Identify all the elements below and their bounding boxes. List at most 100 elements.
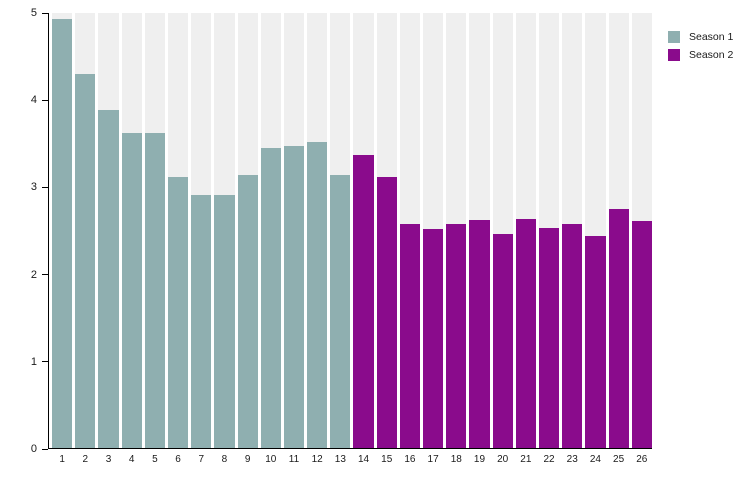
x-tick-label-24: 24 (589, 454, 601, 465)
bar-track-2: 2 (75, 13, 96, 465)
bar-episode-13 (330, 174, 351, 448)
x-tick-label-26: 26 (636, 454, 648, 465)
x-tick-label-15: 15 (381, 454, 393, 465)
x-tick-label-18: 18 (450, 454, 462, 465)
bar-episode-9 (237, 174, 258, 448)
bar-episode-12 (307, 141, 328, 448)
bar-episode-2 (75, 73, 96, 448)
bar-track-10: 10 (260, 13, 281, 465)
bar-episode-8 (214, 194, 235, 448)
x-tick-label-14: 14 (357, 454, 370, 465)
y-tick-mark (42, 186, 48, 188)
x-tick-label-5: 5 (152, 454, 158, 465)
bar-track-22: 22 (538, 13, 560, 465)
bar-episode-18 (446, 224, 467, 448)
y-tick-1: 1 (31, 356, 48, 368)
y-tick-label: 5 (30, 7, 37, 19)
y-tick-3: 3 (31, 181, 48, 193)
bar-track-19: 19 (469, 13, 490, 465)
x-tick-label-3: 3 (105, 454, 112, 465)
y-tick-2: 2 (31, 269, 48, 281)
bar-episode-24 (585, 235, 606, 448)
bar-episode-21 (515, 219, 536, 448)
x-tick-label-17: 17 (427, 454, 439, 465)
bar-track-15: 15 (376, 13, 397, 465)
x-tick-label-12: 12 (311, 454, 323, 465)
bar-track-6: 6 (167, 13, 189, 465)
x-tick-label-13: 13 (334, 454, 346, 465)
bar-track-20: 20 (492, 13, 513, 465)
bar-track-17: 17 (423, 13, 444, 465)
x-tick-label-8: 8 (221, 454, 228, 465)
bar-track-8: 8 (214, 13, 235, 465)
y-tick-mark (42, 12, 48, 14)
x-tick-label-6: 6 (175, 454, 181, 465)
x-tick-label-20: 20 (497, 454, 509, 465)
x-tick-label-10: 10 (265, 454, 277, 465)
y-tick-mark (42, 448, 48, 450)
bar-episode-17 (423, 228, 444, 448)
y-tick-0: 0 (31, 443, 48, 455)
legend-swatch-icon (668, 49, 680, 61)
bar-episode-20 (492, 233, 513, 448)
bar-track-11: 11 (283, 13, 305, 465)
y-tick-mark (42, 361, 48, 363)
bar-episode-23 (562, 224, 583, 448)
x-tick-label-7: 7 (198, 454, 204, 465)
x-tick-label-19: 19 (473, 454, 486, 465)
bar-episode-25 (608, 208, 629, 448)
bar-track-25: 25 (608, 13, 629, 465)
legend-item-2: Season 2 (668, 49, 733, 61)
y-tick-5: 5 (31, 7, 48, 19)
y-tick-4: 4 (31, 94, 48, 106)
y-tick-label: 0 (30, 443, 37, 455)
bar-track-3: 3 (98, 13, 119, 465)
x-tick-label-16: 16 (404, 454, 416, 465)
x-tick-label-25: 25 (613, 454, 625, 465)
y-tick-mark (42, 99, 48, 101)
bar-track-23: 23 (562, 13, 583, 465)
bar-episode-3 (98, 110, 119, 448)
x-tick-label-11: 11 (288, 454, 300, 465)
x-tick-label-23: 23 (566, 454, 578, 465)
plot-area: 1 2 3 4 5 6 7 8 9 10 11 12 13 14 15 16 17 18 19 20 21 22 23 24 2… (48, 13, 652, 465)
y-axis: 0 1 2 3 4 5 (0, 7, 48, 455)
y-tick-mark (42, 274, 48, 276)
bar-episode-5 (144, 133, 165, 448)
bar-episode-14 (353, 154, 374, 448)
bar-episode-1 (52, 19, 73, 448)
bar-track-7: 7 (191, 13, 212, 465)
bar-track-9: 9 (237, 13, 258, 465)
y-tick-label: 3 (30, 181, 37, 194)
bar-track-14: 14 (353, 13, 374, 465)
bar-track-24: 24 (585, 13, 606, 465)
bar-episode-26 (631, 220, 652, 448)
bar-episode-19 (469, 220, 490, 448)
bar-track-26: 26 (631, 13, 652, 465)
bar-track-13: 13 (330, 13, 351, 465)
bar-episode-7 (191, 194, 212, 448)
legend-label: Season 2 (689, 49, 734, 61)
legend-label: Season 1 (689, 31, 734, 43)
y-tick-label: 4 (30, 94, 37, 107)
x-tick-label-9: 9 (244, 454, 251, 465)
bar-track-4: 4 (121, 13, 142, 465)
bar-episode-16 (399, 223, 420, 448)
bar-episode-6 (167, 177, 189, 448)
x-tick-label-4: 4 (128, 454, 135, 465)
x-tick-label-21: 21 (520, 454, 532, 465)
bar-track-16: 16 (399, 13, 420, 465)
legend: Season 1 Season 2 (668, 31, 733, 67)
bar-track-21: 21 (515, 13, 536, 465)
y-tick-label: 2 (30, 268, 37, 281)
bar-track-5: 5 (144, 13, 165, 465)
bar-episode-10 (260, 147, 281, 448)
bar-episode-11 (283, 146, 305, 448)
bar-track-1: 1 (52, 13, 73, 465)
y-tick-label: 1 (30, 355, 37, 368)
bar-episode-4 (121, 133, 142, 448)
bar-track-18: 18 (446, 13, 467, 465)
legend-swatch-icon (668, 31, 680, 43)
x-tick-label-1: 1 (59, 454, 65, 465)
